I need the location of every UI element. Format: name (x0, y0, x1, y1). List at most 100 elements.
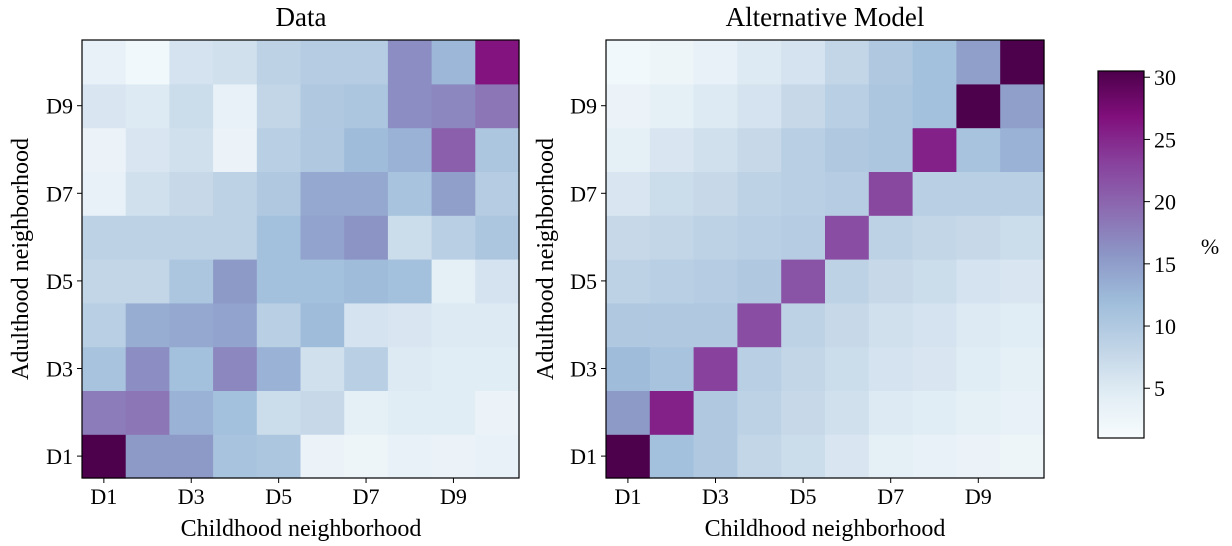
heatmap-cell (300, 434, 345, 479)
heatmap-cell (693, 346, 738, 391)
heatmap-cell (475, 390, 520, 435)
heatmap-cell (781, 127, 826, 172)
heatmap-cell (125, 171, 170, 216)
heatmap-cell (912, 346, 957, 391)
heatmap-cell (825, 215, 870, 260)
heatmap-cell (737, 127, 782, 172)
heatmap-cell (169, 215, 214, 260)
heatmap-cell (169, 259, 214, 304)
y-tick-label: D3 (46, 357, 73, 382)
heatmap-cell (256, 83, 302, 129)
heatmap-cell (956, 40, 1001, 85)
heatmap-cell (82, 83, 127, 129)
heatmap-cell (82, 40, 127, 85)
heatmap-cell (781, 215, 826, 260)
heatmap-cell (387, 346, 433, 391)
x-tick-label: D3 (702, 484, 729, 509)
heatmap-cell (693, 434, 738, 479)
heatmap-cell (912, 390, 957, 435)
heatmap-cell (300, 215, 345, 260)
heatmap-cell (781, 302, 826, 348)
x-axis-ticks: D1 D3 D5 D7 D9 (614, 478, 992, 509)
heatmap-cell (606, 302, 651, 348)
heatmap-cell (344, 346, 389, 391)
heatmap-cell (387, 83, 433, 129)
heatmap-cell (649, 215, 695, 260)
heatmap-cell (868, 40, 914, 85)
heatmap-cell (825, 83, 870, 129)
heatmap-cell (606, 127, 651, 172)
heatmap-cell (781, 171, 826, 216)
heatmap-cell (737, 83, 782, 129)
heatmap-cell (825, 40, 870, 85)
heatmap-cell (169, 127, 214, 172)
heatmap-cell (1000, 302, 1045, 348)
heatmap-cell (82, 434, 127, 479)
heatmap-cell (1000, 127, 1045, 172)
heatmap-cell (82, 346, 127, 391)
heatmap-cell (213, 259, 258, 304)
heatmap-cell (606, 259, 651, 304)
heatmap-cell (431, 127, 476, 172)
heatmap-cell (649, 83, 695, 129)
heatmap-cell (606, 40, 651, 85)
heatmap-cell (387, 434, 433, 479)
heatmap-cell (825, 434, 870, 479)
y-axis-label: Adulthood neighborhood (533, 138, 559, 380)
heatmap-cell (387, 40, 433, 85)
x-tick-label: D5 (265, 484, 292, 509)
heatmap-cell (475, 302, 520, 348)
y-axis-label: Adulthood neighborhood (8, 138, 34, 380)
heatmap-cell (956, 215, 1001, 260)
heatmap-cell (125, 346, 170, 391)
heatmap-cell (344, 40, 389, 85)
heatmap-cells (606, 40, 1045, 479)
heatmap-cell (300, 171, 345, 216)
heatmap-cell (431, 346, 476, 391)
heatmap-cell (912, 302, 957, 348)
heatmap-cell (82, 171, 127, 216)
heatmap-cell (825, 302, 870, 348)
y-tick-label: D9 (46, 94, 73, 119)
colorbar-gradient (1097, 70, 1145, 439)
heatmap-cell (693, 171, 738, 216)
heatmap-cell (431, 302, 476, 348)
heatmap-cell (169, 346, 214, 391)
heatmap-cell (1000, 171, 1045, 216)
heatmap-cell (431, 434, 476, 479)
heatmap-cell (125, 83, 170, 129)
heatmap-cell (125, 259, 170, 304)
heatmap-cell (781, 83, 826, 129)
heatmap-cell (649, 259, 695, 304)
heatmap-cell (387, 390, 433, 435)
heatmap-cell (912, 434, 957, 479)
heatmap-cell (912, 171, 957, 216)
heatmap-cell (737, 346, 782, 391)
heatmap-cell (912, 127, 957, 172)
y-tick-label: D3 (570, 357, 597, 382)
heatmap-cell (300, 302, 345, 348)
heatmap-cell (300, 40, 345, 85)
heatmap-cell (256, 434, 302, 479)
heatmap-cell (868, 302, 914, 348)
heatmap-panel-alternative-model: Alternative Model D1 D3 D5 D7 D9 D1D3D5D7D9 … (533, 2, 1045, 542)
heatmap-cell (868, 215, 914, 260)
heatmap-cell (125, 127, 170, 172)
heatmap-cell (956, 259, 1001, 304)
heatmap-cell (125, 434, 170, 479)
heatmap-cell (825, 171, 870, 216)
heatmap-cell (606, 171, 651, 216)
heatmap-cell (649, 302, 695, 348)
heatmap-cell (125, 390, 170, 435)
heatmap-cell (956, 171, 1001, 216)
heatmap-cell (300, 346, 345, 391)
heatmap-cell (169, 302, 214, 348)
heatmap-cell (256, 390, 302, 435)
heatmap-cell (431, 390, 476, 435)
plot-frame (81, 39, 520, 479)
heatmap-cell (387, 127, 433, 172)
heatmap-cell (387, 171, 433, 216)
heatmap-cell (1000, 390, 1045, 435)
heatmap-cell (956, 346, 1001, 391)
